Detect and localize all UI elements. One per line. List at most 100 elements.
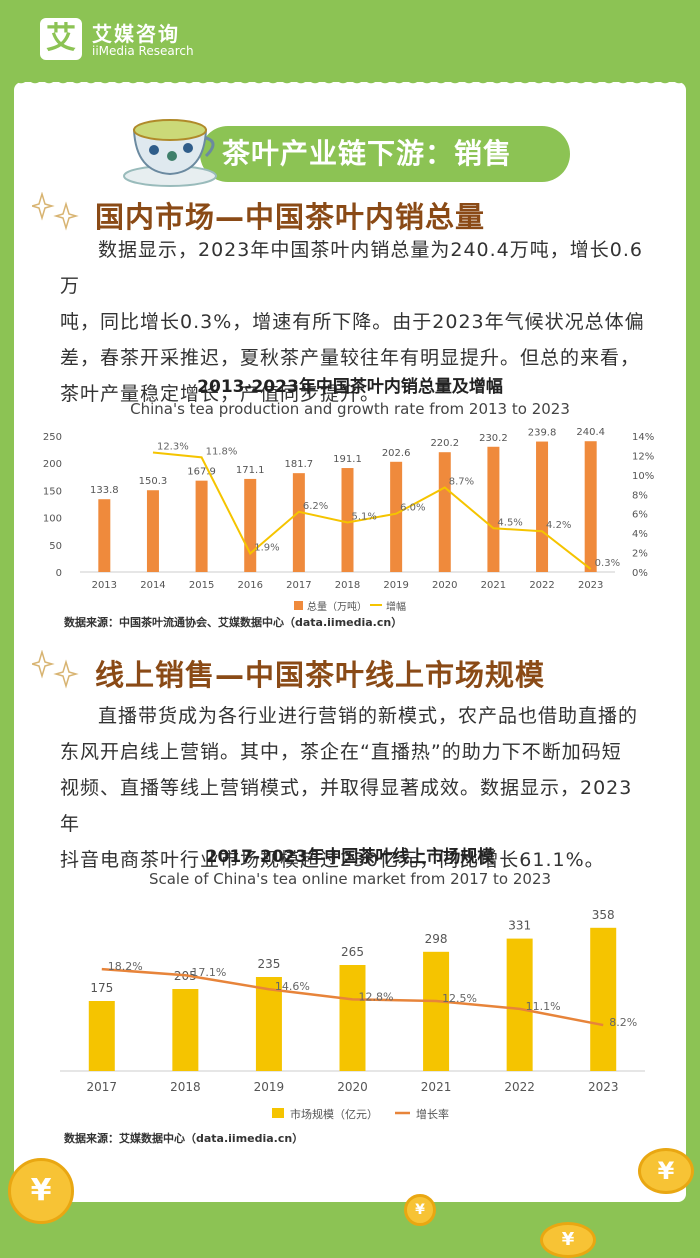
bar — [341, 468, 354, 572]
bar — [146, 490, 159, 572]
x-tick-label: 2021 — [481, 580, 506, 591]
y2-tick-label: 10% — [632, 471, 654, 482]
bar-value-label: 171.1 — [236, 465, 265, 476]
bar — [195, 480, 208, 572]
x-tick-label: 2022 — [504, 1080, 535, 1094]
y-tick-label: 50 — [49, 541, 62, 552]
chart2-plot: 1752017205201823520192652020298202133120… — [60, 908, 645, 1121]
line-value-label: 18.2% — [108, 960, 143, 973]
x-tick-label: 2015 — [189, 580, 214, 591]
y2-tick-label: 6% — [632, 510, 648, 521]
chart1-title: 2013-2023年中国茶叶内销总量及增幅 — [197, 377, 503, 397]
legend-swatch — [294, 601, 303, 610]
bar — [584, 441, 597, 572]
paragraph-line: 吨，同比增长0.3%，增速有所下降。由于2023年气候状况总体偏 — [60, 311, 645, 333]
x-tick-label: 2014 — [140, 580, 165, 591]
y2-tick-label: 0% — [632, 568, 648, 579]
x-tick-label: 2018 — [170, 1080, 201, 1094]
section-title-domestic: 国内市场—中国茶叶内销总量 — [95, 200, 486, 234]
coin-icon: ¥ — [404, 1194, 436, 1226]
paragraph-online: 直播带货成为各行业进行营销的新模式，农产品也借助直播的 东风开启线上营销。其中，… — [60, 698, 650, 878]
x-tick-label: 2016 — [238, 580, 263, 591]
chart1-plot: 0 50 100 150 200 250 0% 2% 4% 6% 8% 10% 12% 14% 133.8 2… — [43, 427, 654, 613]
bar-value-label: 181.7 — [285, 459, 314, 470]
y-tick-label: 0 — [56, 568, 62, 579]
line-value-label: 6.0% — [400, 503, 425, 514]
x-tick-label: 2020 — [432, 580, 457, 591]
x-tick-label: 2020 — [337, 1080, 368, 1094]
coin-icon: ¥ — [8, 1158, 74, 1224]
bar-value-label: 358 — [592, 908, 615, 922]
paragraph-line: 东风开启线上营销。其中，茶企在“直播热”的助力下不断加码短 — [60, 741, 622, 763]
growth-line — [152, 451, 592, 570]
paragraph-line: 数据显示，2023年中国茶叶内销总量为240.4万吨，增长0.6万 — [60, 239, 643, 297]
paragraph-line: 视频、直播等线上营销模式，并取得显著成效。数据显示，2023年 — [60, 777, 633, 835]
bar — [244, 478, 257, 572]
legend-swatch — [272, 1108, 284, 1118]
legend-label: 总量（万吨） — [307, 600, 367, 613]
bar — [506, 938, 533, 1071]
paragraph-line: 抖音电商茶叶行业市场规模超过230亿元，同比增长61.1%。 — [60, 849, 605, 871]
bar-value-label: 235 — [257, 957, 280, 971]
bar — [423, 951, 450, 1071]
line-value-label: 17.1% — [191, 966, 226, 979]
bar — [339, 965, 366, 1071]
bar-value-label: 202.6 — [382, 448, 411, 459]
bar-value-label: 298 — [425, 932, 448, 946]
x-tick-label: 2013 — [92, 580, 117, 591]
line-value-label: 11.1% — [526, 1000, 561, 1013]
line-value-label: 8.7% — [449, 476, 474, 487]
line-value-label: 12.3% — [157, 442, 189, 453]
chart1-subtitle: China's tea production and growth rate f… — [130, 400, 570, 418]
legend-label: 市场规模（亿元） — [290, 1107, 378, 1121]
logo-mark: 艾 — [40, 18, 82, 60]
bar — [172, 989, 199, 1071]
line-value-label: 14.6% — [275, 980, 310, 993]
teacup-icon — [123, 119, 217, 187]
x-tick-label: 2021 — [421, 1080, 452, 1094]
x-tick-label: 2022 — [529, 580, 554, 591]
bar — [255, 977, 282, 1071]
growth-rate-line — [101, 967, 604, 1027]
section-title-online: 线上销售—中国茶叶线上市场规模 — [95, 658, 546, 692]
bar — [438, 452, 451, 572]
line-value-label: 4.2% — [546, 520, 571, 531]
bar — [98, 499, 111, 572]
bar — [536, 441, 549, 572]
bar-value-label: 150.3 — [139, 476, 168, 487]
y-tick-label: 200 — [43, 459, 62, 470]
section-banner: 茶叶产业链下游：销售 — [200, 126, 570, 182]
x-tick-label: 2019 — [383, 580, 408, 591]
bar-value-label: 239.8 — [528, 428, 557, 439]
line-value-label: 1.9% — [254, 543, 279, 554]
x-tick-label: 2023 — [588, 1080, 619, 1094]
line-value-label: 12.8% — [359, 990, 394, 1003]
bar — [88, 1001, 115, 1071]
x-tick-label: 2023 — [578, 580, 603, 591]
header: 艾 艾媒咨询 iiMedia Research — [0, 0, 700, 82]
line-value-label: 11.8% — [206, 446, 238, 457]
brand-name-en: iiMedia Research — [92, 44, 194, 58]
chart2-source: 数据来源：艾媒数据中心（data.iimedia.cn） — [64, 1132, 304, 1145]
line-value-label: 8.2% — [609, 1016, 637, 1029]
legend-label: 增幅 — [386, 600, 406, 613]
bar-value-label: 167.9 — [187, 467, 216, 478]
y2-tick-label: 14% — [632, 432, 654, 443]
coin-icon: ¥ — [540, 1222, 596, 1258]
top-scallop-border — [14, 76, 686, 90]
chart1-source: 数据来源：中国茶叶流通协会、艾媒数据中心（data.iimedia.cn） — [64, 616, 403, 629]
y-tick-label: 100 — [43, 514, 62, 525]
brand-name: 艾媒咨询 — [92, 22, 180, 46]
bottom-scallop-border — [14, 1196, 686, 1210]
bar-value-label: 191.1 — [333, 454, 362, 465]
line-value-label: 5.1% — [352, 511, 377, 522]
y2-tick-label: 12% — [632, 451, 654, 462]
chart2-title: 2017-2023年中国茶叶线上市场规模 — [205, 847, 495, 867]
y-tick-label: 150 — [43, 486, 62, 497]
legend-label: 增长率 — [416, 1107, 449, 1121]
x-tick-label: 2018 — [335, 580, 360, 591]
x-tick-label: 2017 — [87, 1080, 118, 1094]
bar-value-label: 220.2 — [430, 438, 459, 449]
y2-tick-label: 4% — [632, 529, 648, 540]
bar-value-label: 230.2 — [479, 433, 508, 444]
